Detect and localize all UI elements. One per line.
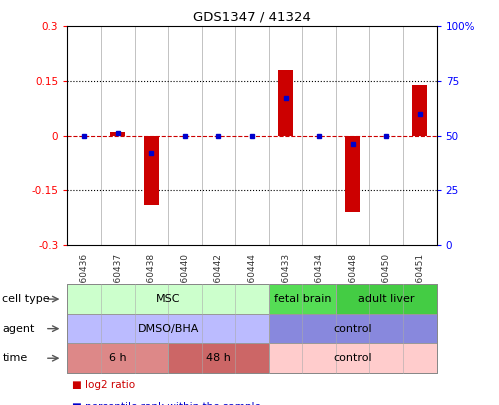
Text: agent: agent (2, 324, 35, 334)
Text: ■ log2 ratio: ■ log2 ratio (72, 380, 136, 390)
Text: 48 h: 48 h (206, 353, 231, 363)
Text: adult liver: adult liver (358, 294, 415, 304)
Bar (110, 132, 125, 136)
Text: DMSO/BHA: DMSO/BHA (137, 324, 199, 334)
Text: fetal brain: fetal brain (273, 294, 331, 304)
Text: ■ percentile rank within the sample: ■ percentile rank within the sample (72, 403, 261, 405)
Title: GDS1347 / 41324: GDS1347 / 41324 (193, 11, 311, 24)
Bar (412, 85, 427, 136)
Text: time: time (2, 353, 28, 363)
Text: cell type: cell type (2, 294, 50, 304)
Text: control: control (333, 353, 372, 363)
Bar (345, 136, 360, 212)
Text: control: control (333, 324, 372, 334)
Text: MSC: MSC (156, 294, 180, 304)
Bar (278, 70, 293, 136)
Text: 6 h: 6 h (109, 353, 127, 363)
Bar (144, 136, 159, 205)
